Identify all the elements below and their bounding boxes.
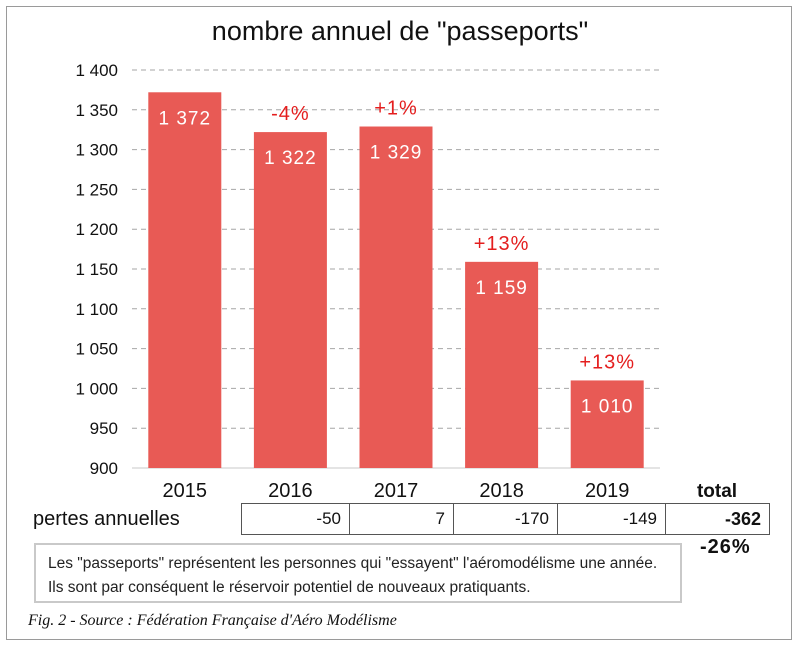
- change-label: +13%: [474, 233, 530, 255]
- bar: [359, 126, 433, 469]
- bar: [253, 132, 327, 468]
- y-tick-label: 1 100: [75, 300, 118, 319]
- loss-cell-2016: -50: [241, 503, 350, 535]
- y-tick-label: 1 250: [75, 180, 118, 199]
- chart-title: nombre annuel de "passeports": [212, 16, 588, 46]
- loss-cell-2017: 7: [349, 503, 454, 535]
- bar: [465, 261, 539, 468]
- loss-cell-2018: -170: [453, 503, 558, 535]
- loss-total-cell: -362: [665, 503, 770, 535]
- y-tick-label: 1 050: [75, 340, 118, 359]
- bar-value-label: 1 010: [581, 396, 634, 417]
- bar-value-label: 1 322: [264, 148, 317, 169]
- bar: [148, 92, 222, 469]
- losses-table: -50 7 -170 -149 -362: [241, 503, 770, 535]
- bar: [570, 380, 644, 468]
- change-label: +13%: [579, 351, 635, 373]
- y-tick-label: 1 150: [75, 260, 118, 279]
- y-tick-label: 950: [90, 419, 118, 438]
- y-tick-label: 900: [90, 459, 118, 478]
- y-tick-label: 1 350: [75, 101, 118, 120]
- total-header: total: [697, 481, 737, 502]
- figure-frame: [6, 6, 792, 640]
- x-tick-label: 2018: [479, 480, 524, 502]
- y-axis-ticks: 900 950 1 000 1 050 1 100 1 150 1 200 1 250 1 30…: [75, 61, 118, 478]
- x-tick-label: 2016: [268, 480, 313, 502]
- change-label: -4%: [271, 103, 310, 125]
- bar-value-label: 1 159: [475, 278, 528, 299]
- bar-labels: 1 372 1 322 -4% 1 329 +1% 1 159 +13% 1 010 +13%: [159, 98, 635, 418]
- losses-row: -50 7 -170 -149 -362: [241, 503, 770, 535]
- loss-cell-2019: -149: [557, 503, 666, 535]
- y-tick-label: 1 000: [75, 379, 118, 398]
- note-box: Les "passeports" représentent les person…: [34, 543, 682, 603]
- total-percent: -26%: [700, 536, 751, 558]
- bar-value-label: 1 372: [159, 108, 212, 129]
- x-tick-label: 2017: [374, 480, 419, 502]
- figure-caption: Fig. 2 - Source : Fédération Française d…: [28, 612, 397, 629]
- x-tick-label: 2015: [163, 480, 208, 502]
- y-tick-label: 1 300: [75, 141, 118, 160]
- change-label: +1%: [374, 98, 418, 120]
- x-tick-label: 2019: [585, 480, 630, 502]
- losses-label: pertes annuelles: [33, 508, 180, 530]
- y-tick-label: 1 400: [75, 61, 118, 80]
- y-tick-label: 1 200: [75, 220, 118, 239]
- x-axis-ticks: 2015 2016 2017 2018 2019: [163, 480, 630, 502]
- bars: [148, 92, 644, 469]
- bar-value-label: 1 329: [370, 143, 423, 164]
